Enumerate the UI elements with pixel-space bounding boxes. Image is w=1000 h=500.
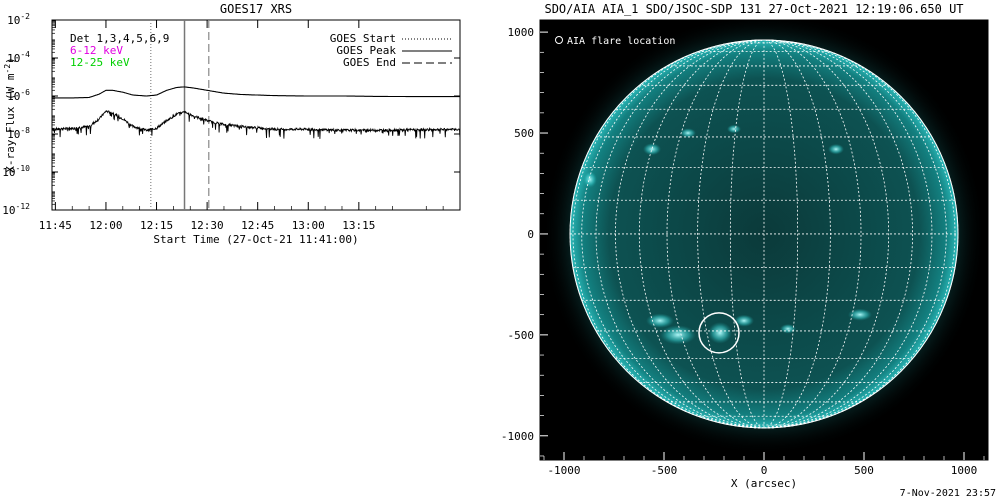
goes-x-tick-label: 12:15 xyxy=(140,219,173,232)
goes-y-axis-label-exp: -2 xyxy=(3,64,12,74)
longitude-line xyxy=(763,39,947,429)
active-regions xyxy=(583,124,872,345)
flare-location-circle xyxy=(698,312,740,354)
aia-x-tick-label: -1000 xyxy=(547,464,580,477)
longitude-line xyxy=(729,39,765,429)
goes-series-short xyxy=(52,109,460,139)
goes-y-axis-label: X-ray Flux (W m-2) xyxy=(3,57,17,173)
goes-y-tick-label: 10-8 xyxy=(7,126,30,141)
active-region xyxy=(646,313,674,328)
goes-series-long xyxy=(52,86,460,99)
aia-y-tick-label: 0 xyxy=(527,228,534,241)
goes-y-tick-label: 10-10 xyxy=(2,164,30,179)
legend-goes-peak-label: GOES Peak xyxy=(336,44,396,57)
aia-x-tick-label: 1000 xyxy=(951,464,978,477)
aia-x-tick-label: 0 xyxy=(761,464,768,477)
active-region xyxy=(780,324,796,334)
longitude-line xyxy=(763,39,933,429)
active-region xyxy=(734,314,754,327)
active-region xyxy=(583,171,597,188)
active-region xyxy=(708,322,732,344)
longitude-line xyxy=(581,39,765,429)
goes-x-tick-label: 13:15 xyxy=(342,219,375,232)
longitude-line xyxy=(638,39,765,429)
longitude-line xyxy=(763,39,862,429)
aia-flare-legend: AIA flare location xyxy=(555,36,675,47)
longitude-line xyxy=(614,39,765,429)
goes-chart-title: GOES17 XRS xyxy=(220,2,292,16)
legend-goes-end-label: GOES End xyxy=(343,56,396,69)
flare-legend-label: AIA flare location xyxy=(567,36,675,47)
goes-y-tick-label: 10-2 xyxy=(7,12,30,27)
goes-x-tick-label: 12:30 xyxy=(191,219,224,232)
active-region xyxy=(848,308,872,321)
aia-y-axis: 1000 500 0 -500 -1000 xyxy=(501,26,548,457)
goes-x-tick-label: 11:45 xyxy=(39,219,72,232)
aia-y-tick-label: 1000 xyxy=(508,26,535,39)
aia-x-axis-label: X (arcsec) xyxy=(731,477,797,490)
active-region xyxy=(680,128,696,138)
aia-y-tick-label: -1000 xyxy=(501,430,534,443)
goes-series-group xyxy=(52,86,460,139)
aia-x-tick-label: -500 xyxy=(651,464,678,477)
goes-detector-label: Det 1,3,4,5,6,9 xyxy=(70,32,169,45)
aia-x-axis: -1000 -500 0 500 1000 xyxy=(543,452,985,477)
active-region xyxy=(828,143,844,155)
goes-detector-legend: Det 1,3,4,5,6,9 6-12 keV 12-25 keV xyxy=(70,32,169,69)
goes-y-tick-label: 10-12 xyxy=(2,202,30,217)
goes-y-tick-label: 10-4 xyxy=(7,50,30,65)
goes-event-legend: GOES Start GOES Peak GOES End xyxy=(330,32,452,69)
aia-y-tick-label: -500 xyxy=(508,329,535,342)
footer-timestamp: 7-Nov-2021 23:57 xyxy=(900,488,996,499)
goes-energy-band-2: 12-25 keV xyxy=(70,56,130,69)
goes-y-tick-label: 10-6 xyxy=(7,88,30,103)
goes-y-axis-label-base: X-ray Flux (W m xyxy=(4,73,17,173)
aia-y-tick-label: 500 xyxy=(514,127,534,140)
longitude-line xyxy=(763,39,831,429)
longitude-line xyxy=(595,39,765,429)
longitude-line xyxy=(666,39,765,429)
legend-goes-start-label: GOES Start xyxy=(330,32,396,45)
longitude-line xyxy=(763,39,956,429)
goes-x-axis-label: Start Time (27-Oct-21 11:41:00) xyxy=(153,233,358,246)
aia-x-tick-label: 500 xyxy=(854,464,874,477)
solar-limb xyxy=(569,39,959,429)
flare-legend-marker xyxy=(555,36,563,44)
goes-event-lines xyxy=(150,20,210,210)
goes-plot-frame xyxy=(51,19,461,211)
goes-x-tick-label: 13:00 xyxy=(292,219,325,232)
active-region xyxy=(727,124,741,134)
goes-energy-band-1: 6-12 keV xyxy=(70,44,123,57)
goes-y-axis-label-close: ) xyxy=(4,57,17,64)
aia-chart-title: SDO/AIA AIA_1 SDO/JSOC-SDP 131 27-Oct-20… xyxy=(544,2,963,16)
goes-xrs-chart: GOES17 XRS 10-2 10-4 10-6 10-8 10-10 10-12 11… xyxy=(2,2,461,246)
goes-y-axis: 10-2 10-4 10-6 10-8 10-10 10-12 xyxy=(2,12,460,217)
longitude-line xyxy=(763,39,890,429)
goes-x-axis: 11:45 12:00 12:15 12:30 12:45 13:00 13:15 xyxy=(39,20,444,232)
longitude-line xyxy=(763,39,799,429)
goes-x-tick-label: 12:00 xyxy=(89,219,122,232)
active-region xyxy=(660,325,696,345)
goes-x-tick-label: 12:45 xyxy=(241,219,274,232)
longitude-line xyxy=(697,39,765,429)
active-region xyxy=(643,143,661,156)
longitude-line xyxy=(763,39,914,429)
aia-image-chart: SDO/AIA AIA_1 SDO/JSOC-SDP 131 27-Oct-20… xyxy=(501,2,989,490)
longitude-line xyxy=(572,39,765,429)
